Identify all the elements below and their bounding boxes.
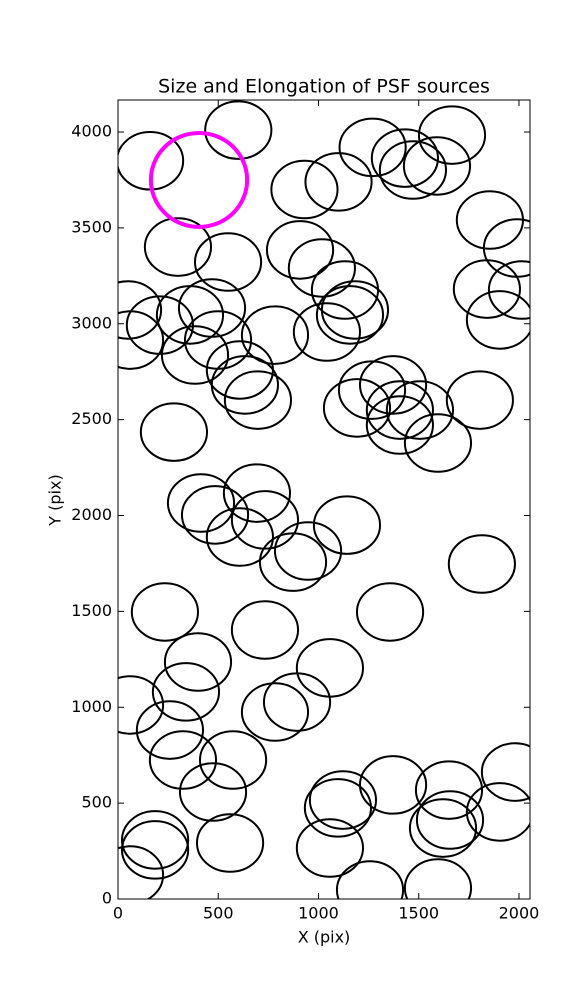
highlight-source [148, 130, 250, 229]
chart-title: Size and Elongation of PSF sources [158, 76, 490, 98]
psf-source [378, 140, 447, 200]
psf-source [163, 632, 233, 692]
psf-source [315, 285, 385, 345]
psf-source [240, 305, 310, 365]
x-tick-label: 1000 [298, 904, 339, 923]
psf-source [166, 473, 236, 533]
psf-source [143, 217, 213, 277]
psf-source [198, 730, 268, 790]
y-tick-label: 1500 [71, 601, 112, 620]
y-tick-label: 4000 [71, 122, 112, 141]
psf-source [365, 380, 434, 440]
psf-source [210, 355, 279, 415]
psf-source [403, 858, 473, 899]
psf-source [295, 818, 364, 878]
psf-source [118, 280, 163, 340]
x-tick-label: 1500 [398, 904, 439, 923]
psf-source [160, 325, 230, 385]
psf-source [183, 310, 253, 370]
psf-source [265, 220, 335, 280]
psf-source [262, 672, 332, 732]
plot-area [118, 100, 530, 899]
x-tick-label: 0 [113, 904, 123, 923]
psf-source [178, 762, 248, 822]
y-tick-label: 3000 [71, 313, 112, 332]
psf-source [139, 402, 209, 462]
psf-source [121, 820, 190, 880]
psf-source [177, 278, 247, 338]
psf-source [338, 117, 407, 178]
psf-source [118, 845, 165, 899]
psf-source [151, 662, 221, 722]
psf-source [303, 778, 373, 838]
psf-source [447, 534, 516, 594]
psf-source [415, 790, 485, 850]
psf-source [148, 730, 218, 790]
psf-source [222, 463, 292, 523]
psf-source [417, 105, 487, 165]
x-axis-label: X (pix) [298, 928, 351, 947]
psf-source [130, 582, 199, 642]
psf-source [402, 136, 472, 196]
psf-source [337, 360, 407, 420]
plot-frame [117, 99, 531, 900]
x-tick-label: 500 [203, 904, 234, 923]
psf-source [205, 507, 274, 567]
psf-source [287, 238, 356, 298]
y-tick-label: 3500 [71, 217, 112, 236]
psf-source [465, 290, 530, 350]
psf-source [445, 370, 514, 430]
psf-source [335, 860, 405, 899]
psf-source [465, 782, 530, 842]
psf-source [304, 152, 373, 212]
psf-source [121, 810, 190, 870]
psf-source [308, 770, 378, 830]
psf-source [135, 700, 205, 760]
psf-source [358, 755, 428, 815]
psf-source [193, 232, 263, 292]
psf-source [258, 532, 328, 592]
psf-source [414, 760, 484, 820]
psf-source [312, 495, 382, 555]
psf-source [320, 280, 390, 340]
psf-source [230, 490, 300, 550]
psf-source [270, 159, 339, 220]
y-axis-label: Y (pix) [46, 474, 65, 526]
psf-source [223, 370, 293, 430]
psf-source [358, 355, 428, 415]
psf-source [355, 582, 425, 642]
x-tick-label: 2000 [499, 904, 540, 923]
psf-source [365, 395, 434, 455]
psf-source [125, 295, 194, 355]
psf-source [487, 260, 530, 320]
psf-source [180, 485, 250, 545]
psf-source [240, 682, 310, 742]
psf-source [295, 638, 364, 698]
psf-source [195, 813, 265, 873]
psf-source [204, 100, 273, 160]
y-tick-label: 500 [81, 793, 112, 812]
psf-source [452, 259, 521, 319]
y-tick-label: 2500 [71, 409, 112, 428]
psf-source [403, 413, 473, 473]
psf-source [385, 380, 455, 440]
psf-source [230, 600, 300, 660]
psf-source [292, 302, 361, 362]
y-tick-label: 1000 [71, 697, 112, 716]
psf-source [322, 378, 392, 438]
psf-source [370, 128, 439, 188]
y-tick-label: 2000 [71, 505, 112, 524]
psf-source [480, 742, 530, 802]
y-tick-label: 0 [102, 889, 112, 908]
psf-source [408, 798, 478, 858]
psf-source [273, 521, 343, 581]
psf-source [118, 675, 165, 735]
